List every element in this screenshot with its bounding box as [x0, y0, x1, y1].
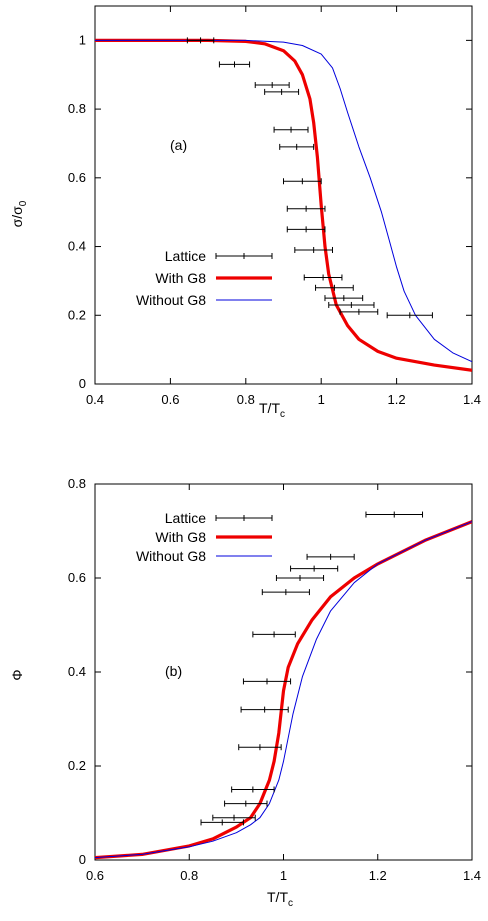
y-tick-label: 0 — [79, 376, 86, 391]
x-tick-label: 1.4 — [463, 392, 481, 407]
data-point — [212, 814, 256, 821]
data-point — [283, 178, 322, 185]
data-point — [261, 589, 310, 596]
data-point — [386, 312, 433, 319]
series-line — [95, 521, 472, 859]
x-tick-label: 0.4 — [86, 392, 104, 407]
y-tick-label: 0.6 — [68, 570, 86, 585]
series-line — [95, 520, 472, 860]
x-tick-label: 0.8 — [237, 392, 255, 407]
data-point — [264, 88, 300, 95]
data-point — [242, 678, 292, 685]
y-axis-label: Φ — [9, 669, 25, 680]
legend-label: Lattice — [165, 248, 206, 264]
x-axis-label: T/Tc — [259, 400, 285, 420]
plot-frame — [94, 483, 473, 861]
x-tick-label: 1.2 — [388, 392, 406, 407]
legend: Lattice With G8 Without G8 — [136, 248, 273, 308]
x-tick-label: 1 — [280, 868, 287, 883]
data-point — [238, 744, 282, 751]
legend-label: Without G8 — [136, 292, 206, 308]
series-line — [95, 39, 472, 363]
y-tick-label: 0.2 — [68, 307, 86, 322]
data-point — [303, 274, 343, 281]
data-point — [275, 575, 325, 581]
data-point — [328, 301, 375, 308]
y-tick-label: 0 — [79, 852, 86, 867]
data-point — [286, 226, 326, 233]
chart-panel-a: (a) T/Tc σ/σ0 0.4 0.6 0.8 1 1.2 1.4 0 0.2 0.4 0.6… — [9, 5, 481, 420]
data-point — [290, 565, 339, 572]
panel-label: (b) — [165, 663, 182, 679]
y-axis-label: σ/σ0 — [9, 200, 29, 227]
data-point — [252, 631, 296, 638]
x-axis-label: T/Tc — [267, 889, 293, 909]
plot-frame — [94, 5, 473, 385]
legend-label: With G8 — [155, 529, 206, 545]
y-tick-label: 0.8 — [68, 476, 86, 491]
x-tick-label: 0.6 — [86, 868, 104, 883]
data-point — [231, 786, 275, 793]
y-tick-label: 0.2 — [68, 758, 86, 773]
data-point — [218, 61, 251, 68]
data-point — [240, 706, 289, 713]
data-point — [306, 553, 355, 560]
data-point — [324, 295, 364, 302]
x-tick-label: 0.8 — [180, 868, 198, 883]
data-point — [365, 511, 424, 518]
data-point — [279, 143, 315, 150]
data-point — [339, 308, 379, 315]
panel-label: (a) — [170, 137, 187, 153]
chart-panel-b: (b) T/Tc Φ 0.6 0.8 1 1.2 1.4 0 0.2 0.4 0.6 0.8 Lat… — [9, 476, 481, 909]
legend-label: Lattice — [165, 510, 206, 526]
data-point — [294, 246, 334, 253]
legend-label: Without G8 — [136, 548, 206, 564]
x-tick-label: 1 — [318, 392, 325, 407]
x-tick-label: 0.6 — [161, 392, 179, 407]
x-tick-label: 1.4 — [463, 868, 481, 883]
data-point — [200, 819, 244, 826]
data-point — [286, 205, 326, 212]
legend: Lattice With G8 Without G8 — [136, 510, 273, 564]
y-tick-label: 0.8 — [68, 101, 86, 116]
y-tick-label: 0.6 — [68, 170, 86, 185]
data-point — [224, 800, 268, 807]
x-tick-label: 1.2 — [369, 868, 387, 883]
data-point — [315, 284, 354, 291]
data-point — [186, 37, 215, 44]
data-point — [254, 82, 290, 89]
y-tick-label: 0.4 — [68, 664, 86, 679]
y-tick-label: 1 — [79, 32, 86, 47]
data-point — [273, 126, 309, 133]
series-line — [95, 38, 472, 372]
y-tick-label: 0.4 — [68, 239, 86, 254]
legend-label: With G8 — [155, 270, 206, 286]
